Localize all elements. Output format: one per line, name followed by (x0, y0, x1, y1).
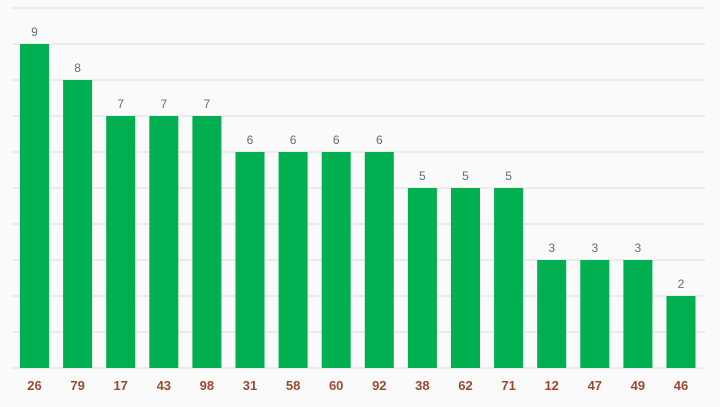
value-label-98: 7 (204, 97, 211, 111)
value-label-46: 2 (678, 277, 685, 291)
value-label-12: 3 (548, 241, 555, 255)
bar-43 (149, 116, 179, 368)
bar-38 (407, 188, 437, 368)
bar-12 (537, 260, 567, 368)
bar-49 (623, 260, 653, 368)
category-label-49: 49 (631, 378, 645, 393)
category-label-26: 26 (27, 378, 41, 393)
bar-79 (63, 80, 93, 368)
category-label-12: 12 (544, 378, 558, 393)
value-label-31: 6 (247, 133, 254, 147)
bar-60 (321, 152, 351, 368)
bar-92 (364, 152, 394, 368)
value-label-79: 8 (74, 61, 81, 75)
bar-98 (192, 116, 222, 368)
value-labels: 9 8 7 7 7 6 6 6 6 5 5 5 3 3 3 2 (31, 25, 685, 291)
bar-31 (235, 152, 265, 368)
bar-58 (278, 152, 308, 368)
bar-17 (106, 116, 136, 368)
category-label-47: 47 (588, 378, 602, 393)
category-label-38: 38 (415, 378, 429, 393)
category-label-17: 17 (113, 378, 127, 393)
bar-26 (20, 44, 49, 368)
category-label-98: 98 (200, 378, 214, 393)
value-label-17: 7 (117, 97, 124, 111)
value-label-62: 5 (462, 169, 469, 183)
category-label-60: 60 (329, 378, 343, 393)
value-label-43: 7 (160, 97, 167, 111)
value-label-71: 5 (505, 169, 512, 183)
category-label-46: 46 (674, 378, 688, 393)
category-label-58: 58 (286, 378, 300, 393)
bars (20, 44, 696, 368)
value-label-38: 5 (419, 169, 426, 183)
category-label-31: 31 (243, 378, 257, 393)
value-label-47: 3 (591, 241, 598, 255)
category-labels: 26 79 17 43 98 31 58 60 92 38 62 71 12 47 49 46 (27, 378, 688, 393)
category-label-43: 43 (157, 378, 171, 393)
category-label-79: 79 (70, 378, 84, 393)
bar-62 (451, 188, 480, 368)
category-label-71: 71 (501, 378, 515, 393)
bar-46 (666, 296, 696, 368)
bar-47 (580, 260, 610, 368)
value-label-60: 6 (333, 133, 340, 147)
category-label-92: 92 (372, 378, 386, 393)
value-label-49: 3 (635, 241, 642, 255)
value-label-58: 6 (290, 133, 297, 147)
value-label-26: 9 (31, 25, 38, 39)
value-label-92: 6 (376, 133, 383, 147)
bar-71 (494, 188, 524, 368)
category-label-62: 62 (458, 378, 472, 393)
